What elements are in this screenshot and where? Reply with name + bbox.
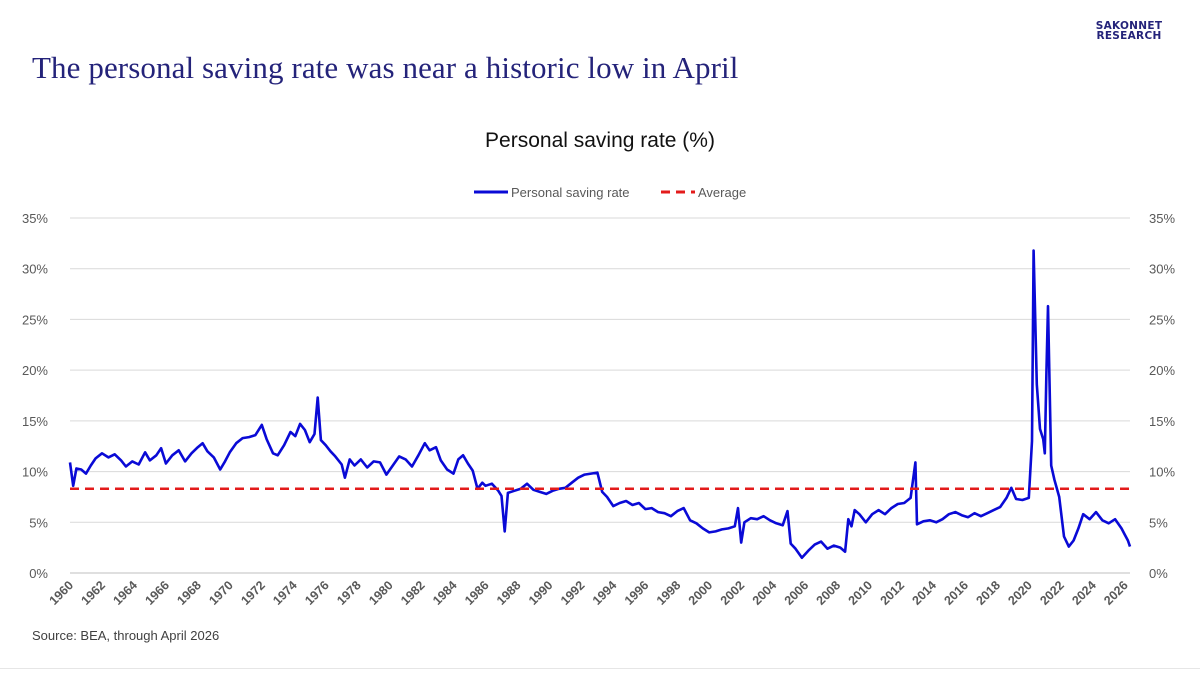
x-tick-label: 1992 <box>558 578 588 608</box>
x-tick-label: 2014 <box>910 578 940 608</box>
x-tick-label: 1964 <box>110 578 140 608</box>
y-tick-label-left: 20% <box>22 363 48 378</box>
x-tick-label: 2002 <box>718 578 748 608</box>
y-tick-label-left: 35% <box>22 211 48 226</box>
x-tick-label: 2006 <box>782 578 812 608</box>
y-axis-right: 0% 5% 10% 15% 20% 25% 30% 35% <box>1149 211 1175 581</box>
legend-label: Personal saving rate <box>511 185 630 200</box>
logo-line-1: SAKONNET <box>1095 20 1163 32</box>
y-tick-label-right: 10% <box>1149 465 1175 480</box>
x-tick-label: 1982 <box>398 578 428 608</box>
bottom-divider <box>0 668 1200 669</box>
x-tick-label: 1972 <box>238 578 268 608</box>
x-tick-label: 2010 <box>846 578 876 608</box>
sakonnet-research-logo: SAKONNET RESEARCH <box>1094 20 1164 42</box>
y-tick-label-right: 15% <box>1149 414 1175 429</box>
y-tick-label-right: 30% <box>1149 262 1175 277</box>
x-tick-label: 2008 <box>814 578 844 608</box>
chart-grid <box>70 217 1130 574</box>
x-tick-label: 1996 <box>622 578 652 608</box>
y-tick-label-left: 25% <box>22 312 48 327</box>
x-tick-label: 1976 <box>302 578 332 608</box>
x-tick-label: 2016 <box>941 578 971 608</box>
x-tick-label: 2024 <box>1069 578 1099 608</box>
chart-legend: Personal saving rate Average <box>474 185 746 200</box>
x-tick-label: 1978 <box>334 578 364 608</box>
x-tick-label: 2018 <box>973 578 1003 608</box>
x-tick-label: 1960 <box>47 578 77 608</box>
y-tick-label-right: 5% <box>1149 515 1168 530</box>
y-tick-label-left: 10% <box>22 465 48 480</box>
x-tick-label: 1988 <box>494 578 524 608</box>
y-tick-label-left: 30% <box>22 262 48 277</box>
x-tick-label: 2022 <box>1037 578 1067 608</box>
y-axis-left: 0% 5% 10% 15% 20% 25% 30% 35% <box>22 211 48 581</box>
logo-line-2: RESEARCH <box>1096 30 1162 42</box>
plot-area <box>68 249 1132 560</box>
x-tick-label: 1974 <box>270 578 300 608</box>
saving-rate-line <box>68 249 1132 560</box>
x-tick-label: 1980 <box>366 578 396 608</box>
x-tick-label: 1984 <box>430 578 460 608</box>
x-tick-label: 1970 <box>206 578 236 608</box>
x-tick-label: 1962 <box>79 578 109 608</box>
x-tick-label: 2012 <box>878 578 908 608</box>
x-tick-label: 2026 <box>1101 578 1131 608</box>
x-axis: 1960 1962 1964 1966 1968 1970 1972 1974 1976 1978… <box>47 578 1131 608</box>
x-tick-label: 2020 <box>1005 578 1035 608</box>
x-tick-label: 1966 <box>142 578 172 608</box>
x-tick-label: 1994 <box>590 578 620 608</box>
x-tick-label: 1986 <box>462 578 492 608</box>
y-tick-label-left: 5% <box>29 515 48 530</box>
y-tick-label-left: 0% <box>29 566 48 581</box>
headline: The personal saving rate was near a hist… <box>32 50 739 85</box>
legend-label: Average <box>698 185 746 200</box>
chart-title: Personal saving rate (%) <box>485 129 715 152</box>
source-note: Source: BEA, through April 2026 <box>32 628 220 643</box>
x-tick-label: 1998 <box>654 578 684 608</box>
y-tick-label-right: 0% <box>1149 566 1168 581</box>
x-tick-label: 2004 <box>750 578 780 608</box>
y-tick-label-right: 35% <box>1149 211 1175 226</box>
x-tick-label: 1968 <box>174 578 204 608</box>
y-tick-label-right: 20% <box>1149 363 1175 378</box>
y-tick-label-right: 25% <box>1149 312 1175 327</box>
x-tick-label: 1990 <box>526 578 556 608</box>
y-tick-label-left: 15% <box>22 414 48 429</box>
x-tick-label: 2000 <box>686 578 716 608</box>
